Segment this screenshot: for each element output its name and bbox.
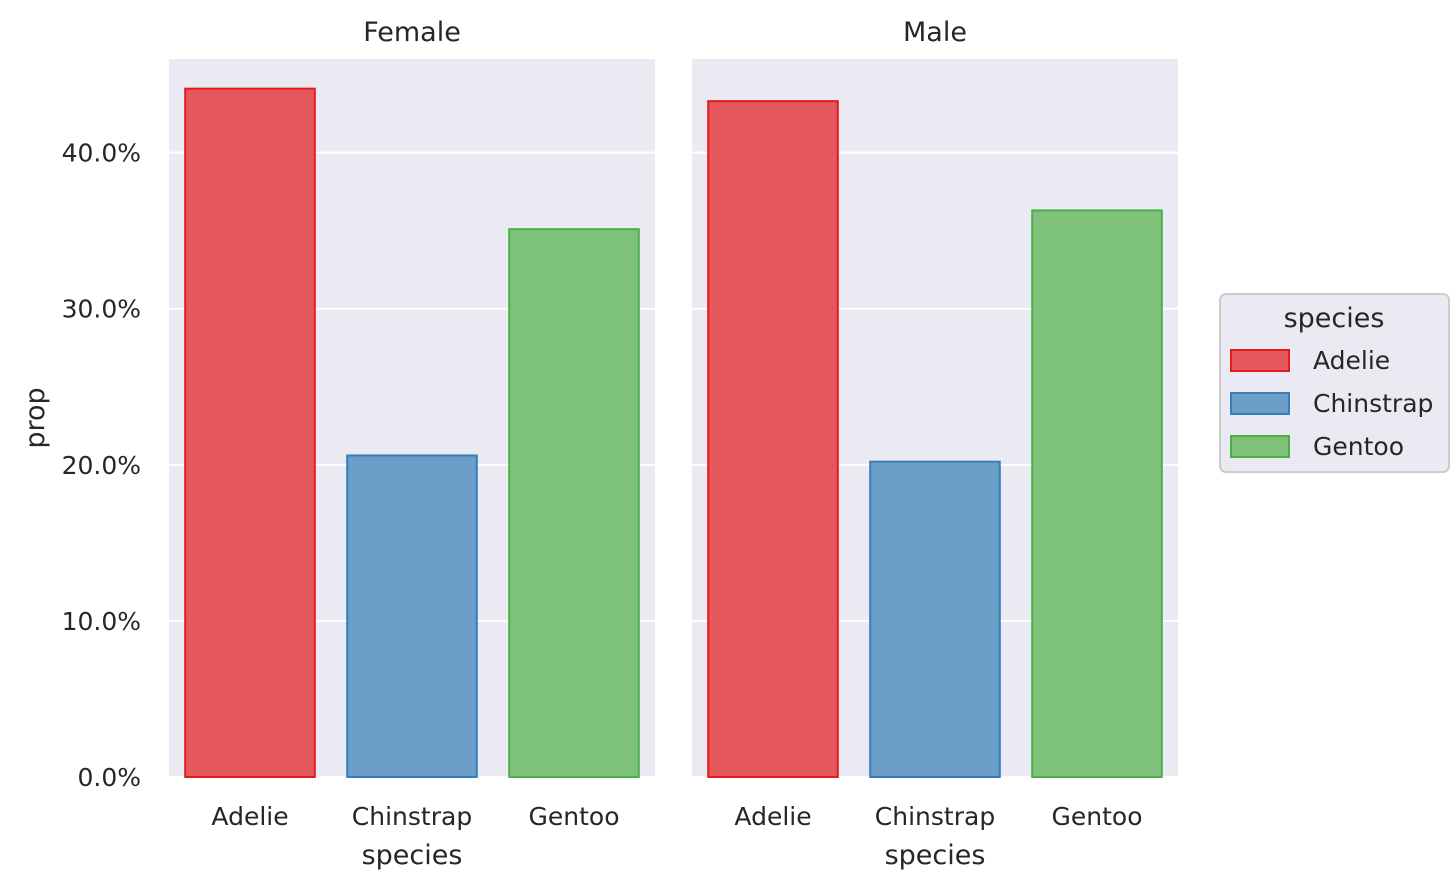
bar-chinstrap (869, 460, 1001, 778)
legend-entry-gentoo: Gentoo (1313, 432, 1404, 461)
y-tick-label: 30.0% (62, 295, 141, 324)
bar-adelie (184, 87, 316, 779)
legend-title: species (1284, 303, 1385, 334)
legend-swatch-adelie (1230, 349, 1290, 372)
legend-frame (1219, 293, 1450, 473)
x-tick-label: Adelie (211, 802, 288, 831)
y-tick-label: 20.0% (62, 451, 141, 480)
facet-title: Male (903, 17, 967, 48)
legend: species Adelie Chinstrap Gentoo (1219, 293, 1450, 473)
legend-entry-adelie: Adelie (1313, 346, 1390, 375)
bar-gentoo (508, 228, 640, 779)
facet-male: Male Adelie Chinstrap Gentoo species (692, 17, 1178, 871)
y-tick-label: 0.0% (77, 763, 141, 792)
x-tick-label: Gentoo (529, 802, 620, 831)
y-tick-label: 40.0% (62, 139, 141, 168)
x-tick-label: Chinstrap (352, 802, 472, 831)
x-tick-label: Chinstrap (875, 802, 995, 831)
facets: Female Adelie Chinstrap Gentoo species Male Ad… (169, 17, 1178, 871)
y-tick-label: 10.0% (62, 607, 141, 636)
bar-chinstrap (346, 454, 478, 778)
x-tick-label: Gentoo (1052, 802, 1143, 831)
y-axis: 0.0% 10.0% 20.0% 30.0% 40.0% (62, 139, 141, 792)
bar-gentoo (1031, 209, 1163, 778)
legend-entry-chinstrap: Chinstrap (1313, 389, 1433, 418)
legend-swatch-chinstrap (1230, 392, 1290, 415)
x-axis-label: species (885, 840, 986, 871)
x-axis-label: species (362, 840, 463, 871)
facet-female: Female Adelie Chinstrap Gentoo species (169, 17, 655, 871)
y-axis-label: prop (20, 387, 51, 448)
facet-title: Female (363, 17, 461, 48)
legend-swatch-gentoo (1230, 435, 1290, 458)
bar-adelie (707, 100, 839, 778)
x-tick-label: Adelie (734, 802, 811, 831)
